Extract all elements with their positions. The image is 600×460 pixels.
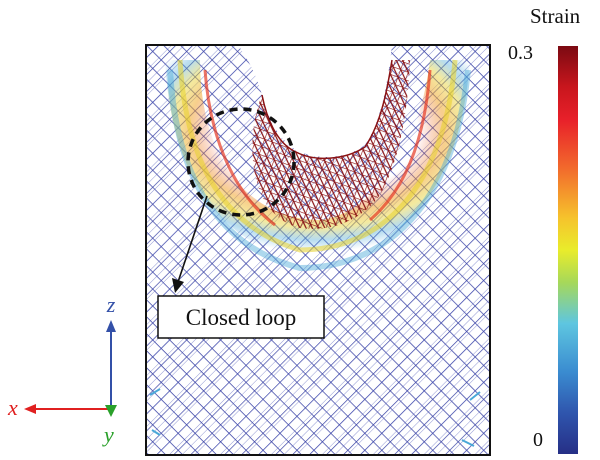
- damaged-zone-outline: [261, 59, 393, 160]
- x-axis-arrowhead: [24, 404, 36, 414]
- boundary-flecks: [149, 388, 481, 447]
- y-axis-label: y: [102, 422, 114, 447]
- closed-loop-circle: [186, 107, 296, 217]
- coordinate-axes: z x y: [7, 292, 117, 447]
- damaged-zone: [252, 60, 410, 229]
- z-axis-arrowhead: [106, 320, 116, 332]
- y-axis-arrowhead: [105, 405, 117, 417]
- closed-loop-label: Closed loop: [186, 305, 297, 330]
- closed-loop-label-box: [157, 295, 325, 339]
- red-strain-edge: [203, 69, 432, 227]
- indentation-cavity: [238, 45, 392, 157]
- lattice-domain: [146, 45, 490, 455]
- strain-colorbar: [558, 46, 578, 454]
- colorbar-title: Strain: [530, 4, 581, 28]
- annotation-arrow: [177, 195, 208, 283]
- z-axis-label: z: [106, 292, 116, 317]
- domain-border: [145, 44, 491, 456]
- annotation-arrow-head: [172, 278, 184, 293]
- x-axis-label: x: [7, 395, 18, 420]
- strain-band-mid: [167, 69, 471, 272]
- colorbar-min-label: 0: [533, 429, 543, 451]
- colorbar-max-label: 0.3: [508, 42, 533, 64]
